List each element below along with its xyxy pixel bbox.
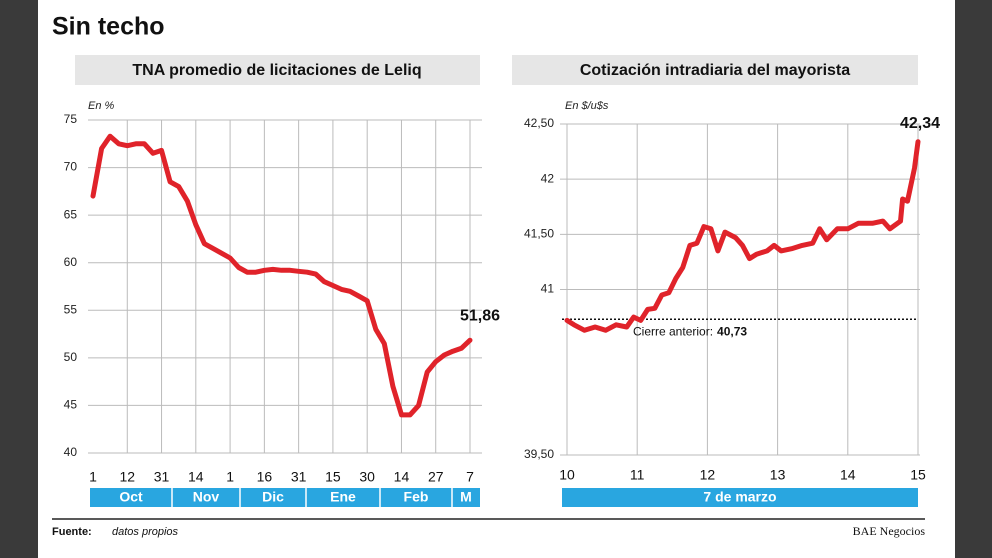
- x-tick-label: 27: [428, 469, 444, 485]
- header-box: [512, 55, 918, 85]
- data-line: [90, 133, 473, 418]
- y-tick-label: 39,50: [524, 447, 554, 461]
- page-title: Sin techo: [52, 13, 165, 41]
- reference-label: Cierre anterior: 40,73: [633, 324, 747, 338]
- y-tick-label: 45: [64, 398, 78, 412]
- chart-title: TNA promedio de licitaciones de Leliq: [132, 62, 421, 79]
- x-tick-label: 14: [840, 467, 856, 483]
- x-tick-label: 31: [154, 469, 170, 485]
- month-label: Feb: [404, 489, 429, 505]
- y-axis-label: En %: [88, 100, 115, 112]
- x-band: [562, 488, 918, 507]
- y-tick-label: 42: [541, 171, 555, 185]
- x-tick-label: 1: [226, 469, 234, 485]
- x-tick-label: 14: [394, 469, 410, 485]
- y-tick-label: 42,50: [524, 116, 554, 130]
- y-tick-label: 65: [64, 207, 78, 221]
- y-tick-label: 60: [64, 255, 78, 269]
- x-tick-label: 15: [910, 467, 926, 483]
- x-tick-label: 10: [559, 467, 575, 483]
- y-axis-label: En $/u$s: [565, 100, 609, 112]
- y-tick-label: 50: [64, 350, 78, 364]
- month-label: Nov: [193, 489, 220, 505]
- x-band: [90, 488, 480, 507]
- x-tick-label: 11: [630, 467, 645, 483]
- source-label: Fuente:: [52, 526, 92, 538]
- y-tick-label: 41,50: [524, 227, 554, 241]
- data-line: [564, 139, 921, 333]
- y-tick-label: 75: [64, 112, 78, 126]
- reference-value: 40,73: [717, 324, 747, 338]
- value-label: 42,34: [900, 115, 940, 132]
- source: datos propios: [112, 526, 179, 538]
- panel: [38, 0, 955, 558]
- chart-title: Cotización intradiaria del mayorista: [580, 62, 850, 79]
- reference-text: Cierre anterior:: [633, 324, 713, 338]
- x-tick-label: 12: [119, 469, 135, 485]
- x-tick-label: 30: [359, 469, 375, 485]
- month-label: Ene: [330, 489, 356, 505]
- x-group-label: 7 de marzo: [703, 489, 776, 505]
- month-label: Oct: [119, 489, 143, 505]
- month-label: M: [460, 489, 472, 505]
- y-tick-label: 41: [541, 282, 555, 296]
- x-tick-label: 16: [257, 469, 273, 485]
- header-box: [75, 55, 480, 85]
- brand: BAE Negocios: [853, 524, 926, 538]
- y-tick-label: 55: [64, 302, 78, 316]
- x-tick-label: 15: [325, 469, 341, 485]
- x-tick-label: 14: [188, 469, 204, 485]
- month-label: Dic: [262, 489, 284, 505]
- value-label: 51,86: [460, 307, 500, 324]
- x-tick-label: 12: [700, 467, 716, 483]
- x-tick-label: 13: [770, 467, 786, 483]
- x-tick-label: 31: [291, 469, 307, 485]
- x-tick-label: 1: [89, 469, 97, 485]
- x-tick-label: 7: [466, 469, 474, 485]
- y-tick-label: 40: [64, 445, 78, 459]
- y-tick-label: 70: [64, 160, 78, 174]
